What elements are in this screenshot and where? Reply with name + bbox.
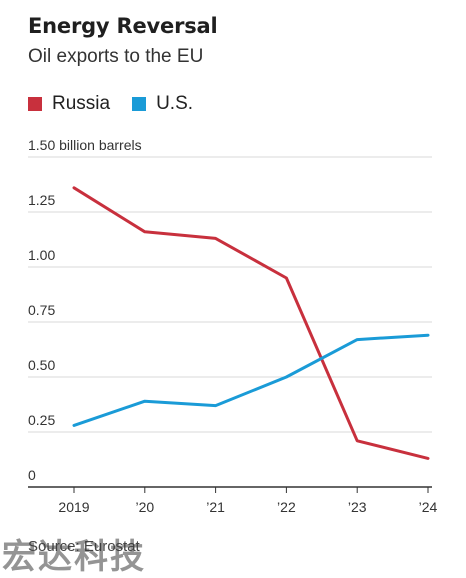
x-tick-label: 2019: [58, 499, 89, 515]
y-tick-label: 0.75: [28, 302, 55, 318]
y-tick-label: 1.25: [28, 192, 55, 208]
x-tick-label: ’24: [419, 499, 438, 515]
x-tick-label: ’23: [348, 499, 367, 515]
x-tick-label: ’20: [135, 499, 154, 515]
x-axis: 2019 ’20 ’21 ’22 ’23 ’24: [28, 487, 438, 515]
y-tick-label: 1.00: [28, 247, 55, 263]
series-line-us: [74, 335, 428, 425]
y-tick-label: 1.50 billion barrels: [28, 137, 142, 153]
x-tick-label: ’21: [206, 499, 225, 515]
y-axis-tick-labels: 0 0.25 0.50 0.75 1.00 1.25 1.50 billion barrel…: [28, 137, 142, 483]
y-tick-label: 0.25: [28, 412, 55, 428]
x-tick-label: ’22: [277, 499, 296, 515]
y-tick-label: 0: [28, 467, 36, 483]
series-line-russia: [74, 188, 428, 459]
series-lines: [74, 188, 428, 459]
y-tick-label: 0.50: [28, 357, 55, 373]
